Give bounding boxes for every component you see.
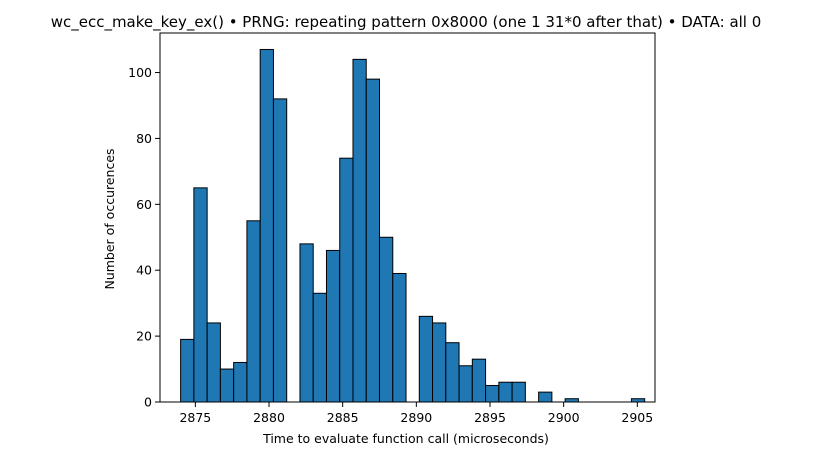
histogram-bar bbox=[246, 220, 261, 403]
histogram-bar bbox=[219, 368, 235, 403]
chart-title: wc_ecc_make_key_ex() • PRNG: repeating p… bbox=[51, 13, 762, 32]
y-tick-label: 60 bbox=[136, 197, 152, 212]
x-tick-label: 2875 bbox=[179, 410, 211, 425]
x-axis: 2875 2880 2885 2890 2895 2900 2905 bbox=[179, 402, 653, 425]
histogram-bar bbox=[365, 78, 381, 403]
y-axis-label: Number of occurences bbox=[102, 148, 117, 289]
histogram-bar bbox=[312, 292, 327, 403]
histogram-bar bbox=[259, 48, 274, 403]
histogram-bar bbox=[379, 236, 394, 403]
bars-group bbox=[180, 48, 646, 403]
y-tick-label: 20 bbox=[136, 329, 152, 344]
y-axis: 0 20 40 60 80 100 bbox=[128, 65, 160, 410]
y-tick-label: 0 bbox=[144, 395, 152, 410]
histogram-bar bbox=[339, 157, 354, 403]
histogram-bar bbox=[471, 358, 487, 403]
histogram-bar bbox=[193, 187, 208, 403]
x-tick-label: 2900 bbox=[548, 410, 580, 425]
y-tick-label: 80 bbox=[136, 131, 152, 146]
x-axis-label: Time to evaluate function call (microsec… bbox=[262, 431, 549, 446]
histogram-bar bbox=[352, 58, 367, 403]
plot-frame bbox=[159, 32, 656, 403]
histogram-bar bbox=[538, 391, 553, 403]
histogram-bar bbox=[511, 381, 526, 403]
x-tick-label: 2885 bbox=[327, 410, 359, 425]
histogram-bar bbox=[432, 322, 447, 403]
y-tick-label: 40 bbox=[136, 263, 152, 278]
x-tick-label: 2895 bbox=[474, 410, 506, 425]
histogram-bar bbox=[206, 322, 221, 403]
histogram-bar bbox=[299, 243, 314, 403]
x-tick-label: 2880 bbox=[253, 410, 285, 425]
histogram-bar bbox=[498, 381, 513, 403]
histogram-bar bbox=[233, 361, 248, 403]
histogram-bar bbox=[272, 98, 288, 403]
histogram-bar bbox=[180, 338, 195, 403]
histogram-bar bbox=[445, 342, 460, 403]
histogram-bar bbox=[485, 385, 500, 403]
x-tick-label: 2905 bbox=[621, 410, 653, 425]
histogram-bar bbox=[325, 249, 341, 403]
histogram-bar bbox=[458, 365, 473, 403]
histogram-bar bbox=[418, 315, 434, 403]
x-tick-label: 2890 bbox=[400, 410, 432, 425]
histogram-bar bbox=[392, 273, 407, 403]
y-tick-label: 100 bbox=[128, 65, 152, 80]
